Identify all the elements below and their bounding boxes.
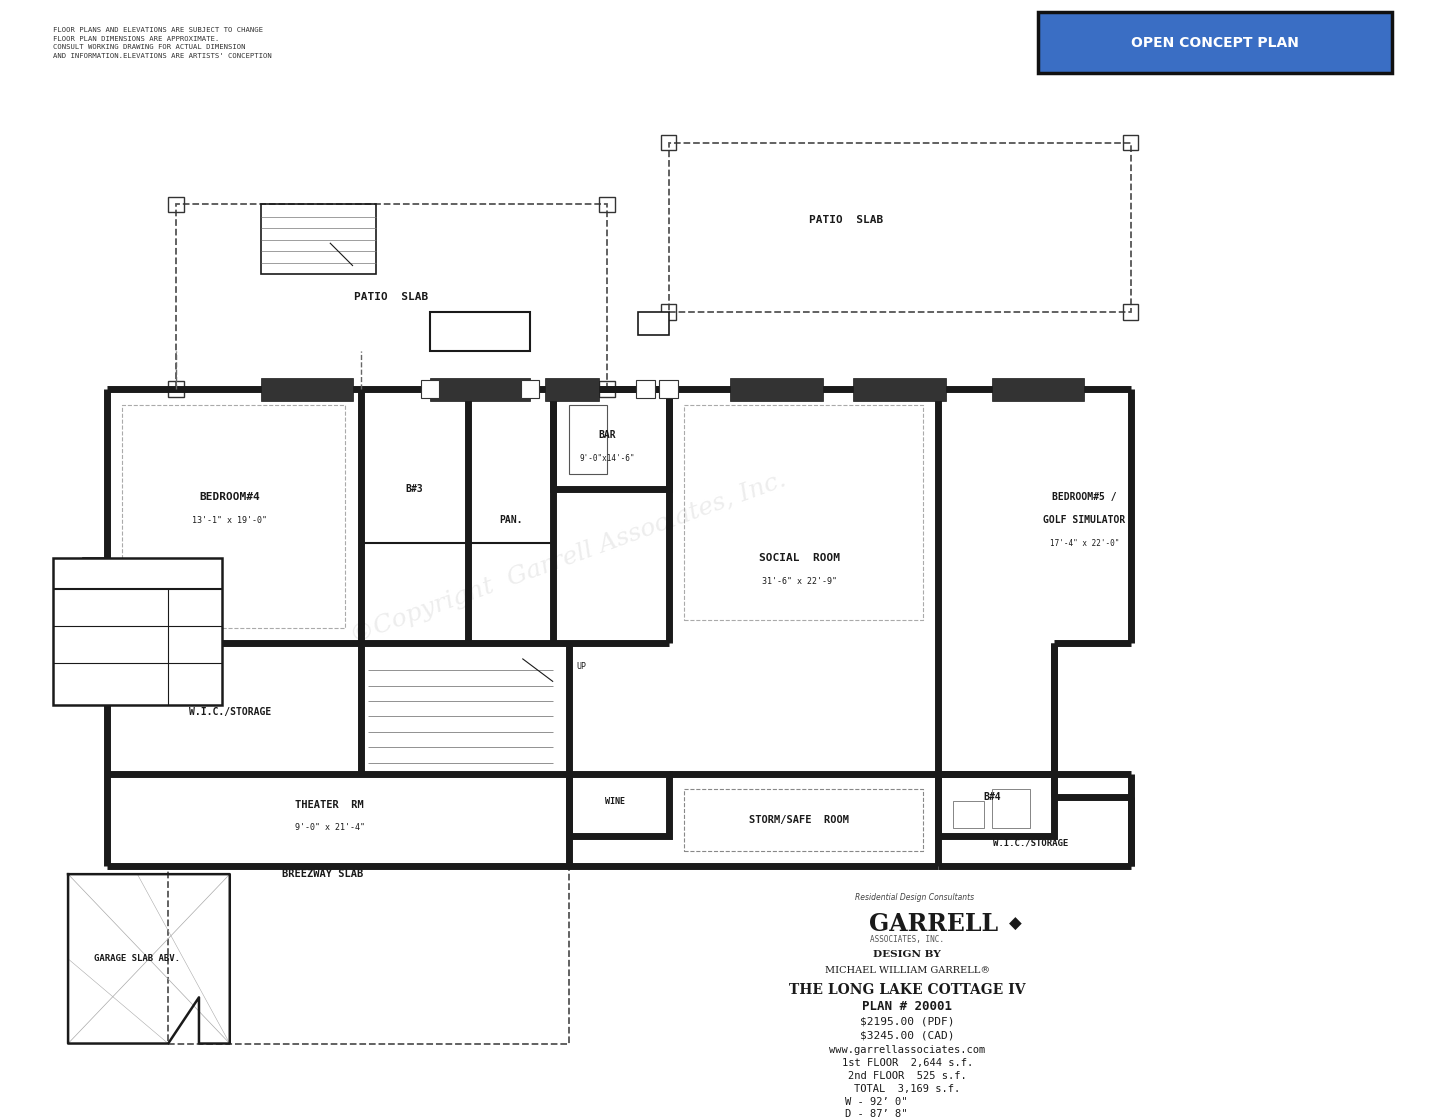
Text: OPEN CONCEPT PLAN: OPEN CONCEPT PLAN xyxy=(1131,36,1299,49)
Text: W - 92’ 0": W - 92’ 0" xyxy=(845,1097,907,1107)
Text: TOTAL  3,169 s.f.: TOTAL 3,169 s.f. xyxy=(854,1083,961,1094)
Text: 1st Floor: 1st Floor xyxy=(64,604,113,613)
Bar xyxy=(659,380,678,399)
Bar xyxy=(991,378,1084,401)
Bar xyxy=(260,378,353,401)
Bar xyxy=(660,305,676,319)
FancyBboxPatch shape xyxy=(1038,12,1393,74)
Text: THEATER  RM: THEATER RM xyxy=(295,800,364,810)
Text: B#3: B#3 xyxy=(406,484,423,494)
Bar xyxy=(683,790,923,851)
Bar xyxy=(168,867,568,1043)
Bar xyxy=(1123,135,1139,151)
Text: FLOOR PLANS AND ELEVATIONS ARE SUBJECT TO CHANGE
FLOOR PLAN DIMENSIONS ARE APPRO: FLOOR PLANS AND ELEVATIONS ARE SUBJECT T… xyxy=(52,27,272,59)
Text: B#4: B#4 xyxy=(983,792,1001,802)
Text: ASSOCIATES, INC.: ASSOCIATES, INC. xyxy=(870,935,944,944)
Bar xyxy=(520,380,539,399)
Text: WINE: WINE xyxy=(604,796,624,805)
Bar xyxy=(168,381,184,397)
Text: PLAN # 20001: PLAN # 20001 xyxy=(863,1000,952,1013)
Bar xyxy=(1123,305,1139,319)
Text: 2nd Floor: 2nd Floor xyxy=(64,641,113,650)
Text: BREEZWAY SLAB: BREEZWAY SLAB xyxy=(282,869,363,879)
Bar xyxy=(683,404,923,620)
Bar xyxy=(730,378,822,401)
Text: ◆: ◆ xyxy=(1009,915,1022,933)
Text: 9'-0" x 21'-4": 9'-0" x 21'-4" xyxy=(295,823,364,832)
Text: W.I.C./STORAGE: W.I.C./STORAGE xyxy=(189,707,270,717)
Bar xyxy=(176,204,607,389)
Bar xyxy=(87,582,98,593)
Bar xyxy=(954,801,984,828)
Bar xyxy=(568,774,669,836)
Text: BEDROOM#4: BEDROOM#4 xyxy=(199,491,260,502)
Text: $2195.00 (PDF): $2195.00 (PDF) xyxy=(860,1016,955,1027)
Bar xyxy=(168,197,184,212)
Text: 9': 9' xyxy=(199,641,211,650)
Text: PATIO  SLAB: PATIO SLAB xyxy=(809,214,883,225)
Bar xyxy=(84,558,107,636)
Text: 31'-6" x 22'-9": 31'-6" x 22'-9" xyxy=(762,577,837,586)
Text: Residential Design Consultants: Residential Design Consultants xyxy=(855,892,974,901)
Text: BEDROOM#5 /: BEDROOM#5 / xyxy=(1052,491,1117,502)
Bar xyxy=(52,558,223,705)
Bar xyxy=(431,378,530,401)
Text: www.garrellassociates.com: www.garrellassociates.com xyxy=(829,1044,985,1054)
Bar xyxy=(938,774,1053,836)
Text: W.I.C./STORAGE: W.I.C./STORAGE xyxy=(993,839,1068,848)
Bar xyxy=(660,135,676,151)
Bar xyxy=(637,312,669,335)
Text: GARRELL: GARRELL xyxy=(868,913,998,936)
Text: D - 87’ 8": D - 87’ 8" xyxy=(845,1109,907,1117)
Text: 10': 10' xyxy=(195,678,211,687)
Text: MICHAEL WILLIAM GARRELL®: MICHAEL WILLIAM GARRELL® xyxy=(825,966,990,975)
Bar xyxy=(669,143,1130,312)
Text: SOCIAL  ROOM: SOCIAL ROOM xyxy=(759,554,840,563)
Text: Basement: Basement xyxy=(64,678,107,687)
Text: UP: UP xyxy=(577,661,587,671)
Text: GOLF SIMULATOR: GOLF SIMULATOR xyxy=(1043,515,1126,525)
Bar xyxy=(600,381,614,397)
Text: CEILING HEIGHTS: CEILING HEIGHTS xyxy=(94,569,182,579)
Text: GARAGE SLAB ABV.: GARAGE SLAB ABV. xyxy=(94,954,181,963)
Bar xyxy=(553,389,669,489)
Text: PAN.: PAN. xyxy=(499,515,523,525)
Bar xyxy=(431,312,530,351)
Bar xyxy=(991,790,1030,828)
Text: PATIO  SLAB: PATIO SLAB xyxy=(354,292,429,302)
Text: 17'-4" x 22'-0": 17'-4" x 22'-0" xyxy=(1049,538,1118,547)
Text: $3245.00 (CAD): $3245.00 (CAD) xyxy=(860,1031,955,1041)
Bar xyxy=(260,204,376,274)
Bar xyxy=(87,617,98,628)
Bar xyxy=(636,380,655,399)
Bar xyxy=(420,380,439,399)
Text: THE LONG LAKE COTTAGE IV: THE LONG LAKE COTTAGE IV xyxy=(789,983,1026,996)
Text: 9'-0"x14'-6": 9'-0"x14'-6" xyxy=(579,454,634,462)
Text: 10': 10' xyxy=(195,604,211,613)
Text: STORM/SAFE  ROOM: STORM/SAFE ROOM xyxy=(750,815,850,825)
Text: 13'-1" x 19'-0": 13'-1" x 19'-0" xyxy=(192,516,267,525)
Bar xyxy=(545,378,600,401)
Bar xyxy=(568,404,607,474)
Bar xyxy=(121,404,345,628)
Text: ©Copyright  Garrell Associates, Inc.: ©Copyright Garrell Associates, Inc. xyxy=(347,469,789,648)
Bar xyxy=(600,197,614,212)
Text: 1st FLOOR  2,644 s.f.: 1st FLOOR 2,644 s.f. xyxy=(841,1058,972,1068)
Bar xyxy=(854,378,946,401)
Text: BAR: BAR xyxy=(598,430,616,440)
Text: 2nd FLOOR  525 s.f.: 2nd FLOOR 525 s.f. xyxy=(848,1071,967,1081)
Text: DESIGN BY: DESIGN BY xyxy=(873,951,941,960)
